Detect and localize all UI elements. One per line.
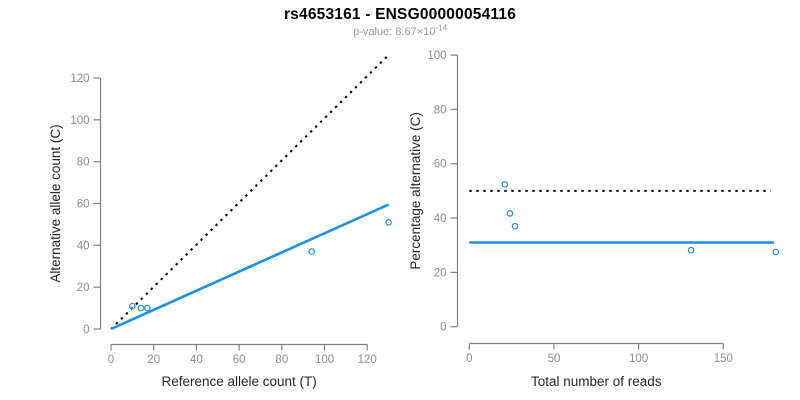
data-point <box>772 248 780 256</box>
y-tick-label: 0 <box>440 322 446 334</box>
data-point <box>511 222 519 230</box>
allele-counts-scatter: 0 20 40 60 80 100 120 0 20 40 60 80 100 120 Reference … <box>48 54 392 389</box>
x-tick-label: 100 <box>629 353 648 365</box>
x-tick-label: 20 <box>147 354 160 366</box>
x-tick-label: 50 <box>548 353 561 365</box>
data-point <box>137 304 145 312</box>
x-tick-label: 120 <box>358 354 377 366</box>
data-point <box>308 248 316 255</box>
pvalue-subtitle: p-value: 8.67×10-14 <box>0 23 800 38</box>
x-tick-label: 0 <box>466 353 472 365</box>
y-tick-label: 100 <box>427 50 446 62</box>
y-tick-label: 20 <box>434 267 447 279</box>
x-axis-title: Reference allele count (T) <box>161 374 316 389</box>
y-tick-label: 100 <box>70 115 89 127</box>
y-axis-title: Percentage alternative (C) <box>408 112 423 270</box>
x-tick-label: 0 <box>108 354 114 366</box>
data-point <box>385 219 392 226</box>
page-title: rs4653161 - ENSG00000054116 <box>283 6 517 23</box>
y-tick-label: 20 <box>77 282 90 294</box>
y-tick-label: 60 <box>434 159 447 171</box>
x-tick-label: 40 <box>190 354 203 366</box>
percentage-alternative-scatter: 0 50 100 150 0 20 40 60 80 100 Total number of rea… <box>408 50 780 389</box>
y-tick-label: 120 <box>70 73 89 85</box>
data-point <box>501 181 509 188</box>
pvalue-text: p-value: 8.67×10 <box>353 26 436 38</box>
plot-header: rs4653161 - ENSG00000054116 p-value: 8.6… <box>0 0 800 38</box>
y-tick-label: 60 <box>77 198 90 210</box>
data-point <box>144 304 151 312</box>
y-axis-title: Alternative allele count (C) <box>48 124 63 282</box>
x-tick-label: 60 <box>233 354 246 366</box>
x-tick-label: 80 <box>275 354 288 366</box>
y-tick-label: 40 <box>434 213 447 225</box>
x-tick-label: 100 <box>315 354 334 366</box>
y-tick-label: 80 <box>434 104 447 116</box>
identity-line <box>110 54 390 330</box>
data-point <box>687 246 695 254</box>
x-tick-label: 150 <box>714 353 733 365</box>
data-point <box>506 210 514 217</box>
y-tick-label: 40 <box>77 240 90 252</box>
fit-line <box>110 203 390 331</box>
y-tick-label: 0 <box>83 324 89 336</box>
x-axis-title: Total number of reads <box>531 374 662 389</box>
y-tick-label: 80 <box>77 157 90 169</box>
pvalue-exponent: -14 <box>435 23 447 33</box>
data-point <box>129 302 136 310</box>
